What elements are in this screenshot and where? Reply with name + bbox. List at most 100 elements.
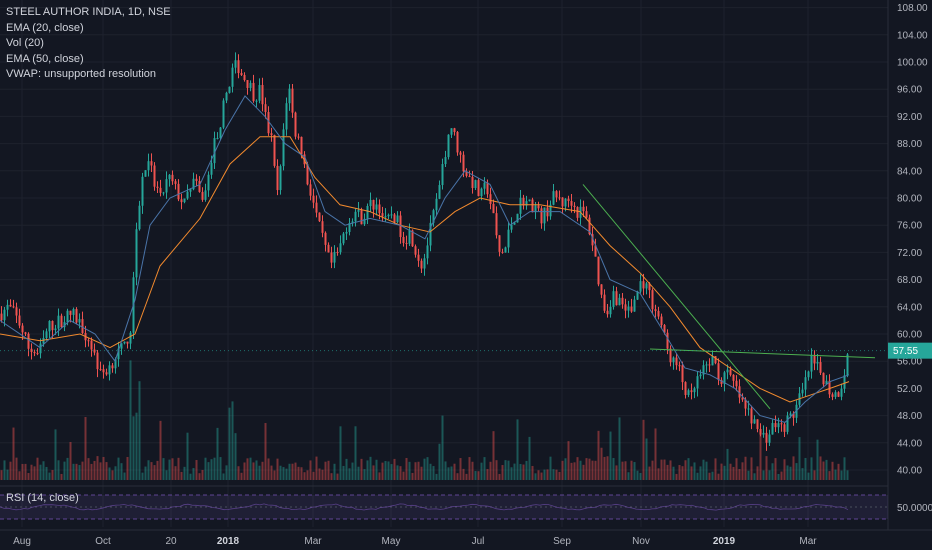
candle-body: [705, 364, 708, 366]
volume-bar: [45, 466, 48, 480]
candle-body: [744, 399, 747, 409]
candle-body: [303, 154, 306, 165]
candle-body: [222, 100, 225, 128]
candle-body: [741, 397, 744, 400]
candle-body: [72, 308, 75, 315]
candle-body: [789, 413, 792, 416]
volume-bar: [435, 473, 438, 480]
rsi-line: [0, 503, 849, 511]
volume-bar: [93, 460, 96, 480]
volume-bar: [801, 468, 804, 480]
candle-body: [30, 348, 33, 352]
volume-bar: [72, 463, 75, 480]
time-tick-label: Sep: [553, 536, 571, 547]
volume-bar: [393, 458, 396, 480]
candle-body: [474, 180, 477, 188]
candle-body: [87, 340, 90, 342]
candle-body: [129, 332, 132, 344]
candle-body: [390, 214, 393, 216]
grid-lines: [0, 0, 888, 527]
trendline[interactable]: [649, 348, 876, 359]
candle-body: [459, 152, 462, 155]
volume-bar: [804, 457, 807, 480]
candle-body: [672, 357, 675, 363]
volume-legend[interactable]: Vol (20): [6, 37, 44, 49]
volume-bar: [417, 461, 420, 480]
candle-body: [702, 365, 705, 375]
volume-bar: [63, 461, 66, 480]
volume-bar: [351, 462, 354, 480]
volume-bar: [288, 463, 291, 480]
volume-bar: [621, 461, 624, 480]
volume-bar: [786, 465, 789, 480]
candle-body: [819, 362, 822, 373]
candle-body: [693, 388, 696, 393]
candle-body: [285, 103, 288, 130]
volume-bar: [663, 459, 666, 480]
volume-bar: [51, 470, 54, 480]
candle-body: [462, 154, 465, 172]
volume-bar: [585, 458, 588, 480]
candle-body: [510, 224, 513, 230]
candle-body: [375, 204, 378, 210]
candle-body: [219, 127, 222, 139]
candle-body: [153, 165, 156, 187]
rsi-legend[interactable]: RSI (14, close): [6, 492, 79, 504]
volume-bar: [456, 473, 459, 480]
volume-bar: [762, 470, 765, 480]
volume-bar: [270, 465, 273, 480]
candle-body: [711, 356, 714, 366]
rsi-level-label: 50.0000: [897, 503, 932, 514]
volume-bar: [633, 462, 636, 480]
volume-bar: [732, 466, 735, 480]
candle-body: [15, 307, 18, 316]
volume-bar: [117, 457, 120, 480]
candle-body: [252, 82, 255, 102]
candle-body: [423, 258, 426, 269]
volume-bar: [528, 436, 531, 480]
ema50-legend[interactable]: EMA (50, close): [6, 52, 84, 65]
volume-bar: [813, 470, 816, 480]
vwap-legend[interactable]: VWAP: unsupported resolution: [6, 68, 157, 80]
rsi-pane[interactable]: 50.0000: [0, 494, 932, 520]
volume-bar: [480, 462, 483, 480]
candle-body: [120, 343, 123, 349]
candle-body: [210, 163, 213, 175]
price-tick-label: 48.00: [897, 411, 922, 422]
symbol-title[interactable]: STEEL AUTHOR INDIA, 1D, NSE: [6, 6, 171, 18]
candle-body: [333, 252, 336, 263]
candle-body: [243, 75, 246, 81]
volume-bar: [111, 470, 114, 480]
candle-body: [435, 198, 438, 211]
volume-bar: [132, 416, 135, 480]
volume-bar: [666, 464, 669, 480]
volume-bar: [720, 463, 723, 480]
volume-bar: [426, 457, 429, 480]
volume-bar: [768, 470, 771, 480]
price-axis[interactable]: 108.00 104.00 100.00 96.00 92.00 88.00 84.00 80…: [897, 3, 928, 476]
volume-bar: [513, 463, 516, 480]
candle-body: [258, 84, 261, 101]
candle-body: [633, 299, 636, 312]
candle-body: [504, 247, 507, 253]
trendline[interactable]: [582, 184, 771, 410]
candle-body: [138, 205, 141, 230]
ema20-legend[interactable]: EMA (20, close): [6, 21, 84, 34]
volume-bar: [207, 462, 210, 480]
volume-bar: [828, 471, 831, 480]
volume-bar: [147, 460, 150, 480]
volume-bar: [180, 471, 183, 480]
candle-body: [159, 187, 162, 193]
volume-bar: [840, 470, 843, 480]
volume-bar: [462, 468, 465, 480]
volume-bar: [321, 469, 324, 480]
time-axis[interactable]: Aug Oct 20 2018 Mar May Jul Sep Nov 2019 Mar: [13, 536, 817, 547]
candle-body: [165, 179, 168, 193]
volume-bar: [201, 469, 204, 480]
volume-bar: [750, 457, 753, 480]
volume-bar: [366, 460, 369, 480]
time-tick-label: 20: [165, 536, 177, 547]
time-tick-label: Mar: [799, 536, 817, 547]
candle-body: [144, 170, 147, 177]
